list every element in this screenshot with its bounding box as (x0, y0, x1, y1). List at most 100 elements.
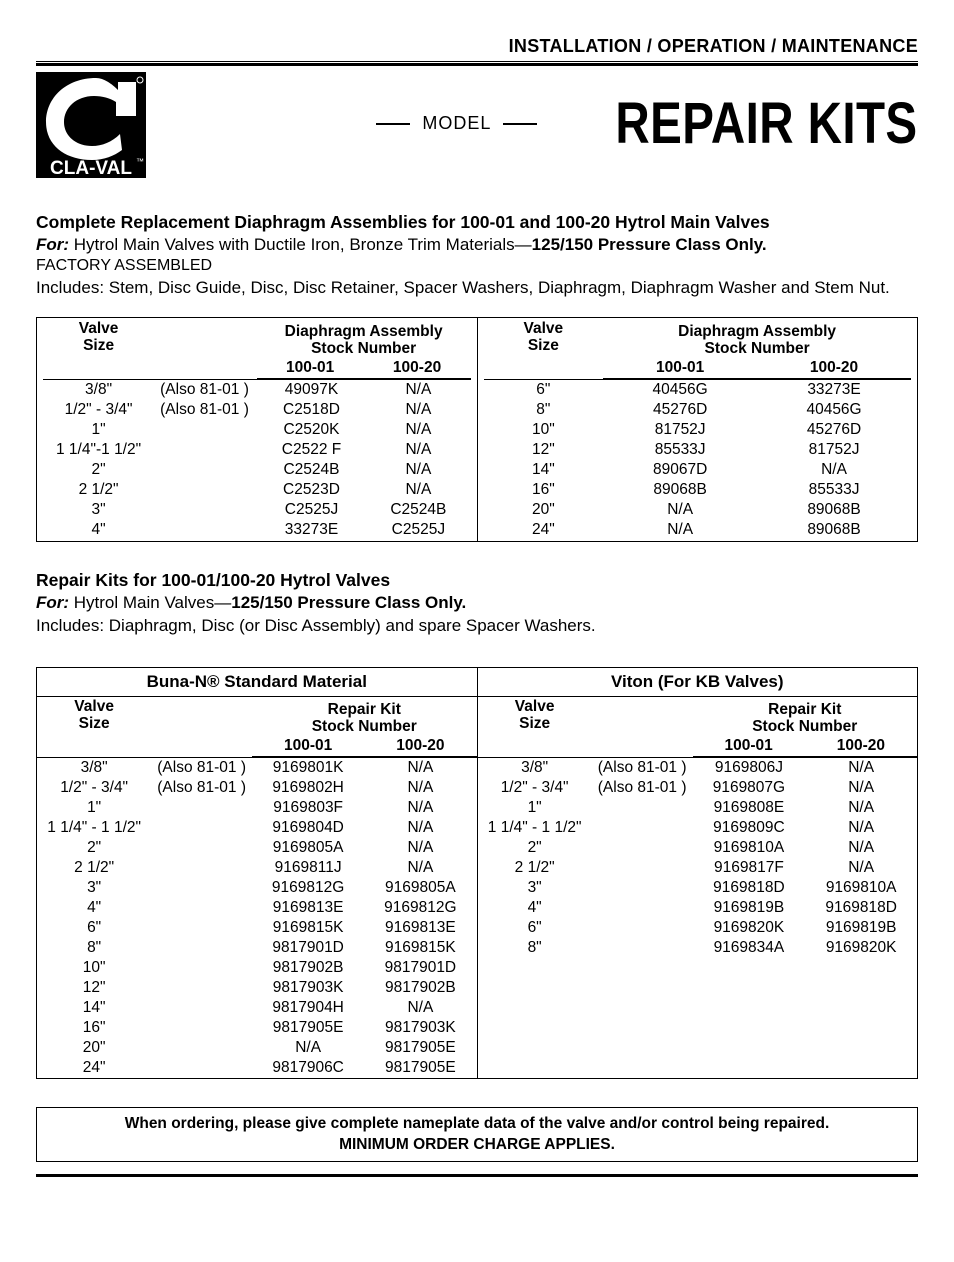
cell-100-01: N/A (252, 1038, 364, 1058)
cell-valve-size: 1/2" - 3/4" (37, 778, 151, 798)
cell-valve-size: 1/2" - 3/4" (43, 400, 154, 420)
cell-valve-size: 16" (484, 480, 604, 500)
col-kit: Repair KitStock Number (252, 697, 477, 736)
cell-100-20: 89068B (757, 500, 911, 520)
cell-note (151, 818, 252, 838)
section2-title: Repair Kits for 100-01/100-20 Hytrol Val… (36, 570, 918, 591)
cell-valve-size: 20" (37, 1038, 151, 1058)
cell-100-20: N/A (366, 460, 470, 480)
cell-100-01: 9817903K (252, 978, 364, 998)
cell-valve-size: 3/8" (43, 379, 154, 400)
table-row: 3/8"(Also 81-01 )9169801KN/A (37, 757, 477, 778)
cell-note (151, 858, 252, 878)
cell-100-01: 9169808E (693, 798, 806, 818)
cell-100-01: 9169803F (252, 798, 364, 818)
cell-valve-size: 4" (43, 520, 154, 540)
table-row: 1 1/4"-1 1/2"C2522 FN/A (43, 440, 471, 460)
cell-100-01: N/A (603, 520, 757, 540)
cell-100-20: 40456G (757, 400, 911, 420)
cell-100-20: 9817901D (364, 958, 476, 978)
table-row-empty (478, 1058, 918, 1078)
cell-note (151, 958, 252, 978)
cell-valve-size: 8" (37, 938, 151, 958)
for-label: For: (36, 593, 69, 612)
cell-note (151, 1058, 252, 1078)
cell-valve-size: 3" (478, 878, 592, 898)
cell-100-20: N/A (805, 858, 917, 878)
cell-valve-size: 1 1/4"-1 1/2" (43, 440, 154, 460)
col-valve-size: ValveSize (478, 697, 592, 757)
cell-100-01: 49097K (257, 379, 367, 400)
cell-100-20: N/A (366, 480, 470, 500)
cell-100-20: 45276D (757, 420, 911, 440)
cell-100-20: N/A (366, 379, 470, 400)
table-row: 1"9169803FN/A (37, 798, 477, 818)
cell-100-01: 9169811J (252, 858, 364, 878)
cell-note (154, 500, 257, 520)
table-row-empty (478, 1038, 918, 1058)
cell-100-01: 9169806J (693, 757, 806, 778)
cell-100-01: 33273E (257, 520, 367, 540)
cell-100-20: N/A (364, 778, 476, 798)
table-row: 4"9169813E9169812G (37, 898, 477, 918)
cell-valve-size: 10" (37, 958, 151, 978)
bottom-rule (36, 1174, 918, 1177)
main-title: REPAIR KITS (616, 90, 918, 157)
cell-100-20: 9169818D (805, 898, 917, 918)
col-valve-size: ValveSize (43, 319, 154, 379)
table-row: 3/8"(Also 81-01 )49097KN/A (43, 379, 471, 400)
cell-100-20: 9817902B (364, 978, 476, 998)
cell-100-20: N/A (364, 838, 476, 858)
cell-note (151, 978, 252, 998)
cell-valve-size: 3/8" (37, 757, 151, 778)
cell-note (592, 798, 693, 818)
cell-100-20: N/A (364, 818, 476, 838)
cell-valve-size: 4" (478, 898, 592, 918)
for-suffix: 125/150 Pressure Class Only. (231, 593, 466, 612)
cell-note (151, 1038, 252, 1058)
cell-100-01: C2523D (257, 480, 367, 500)
table-row: 10"81752J45276D (484, 420, 912, 440)
buna-n-heading: Buna-N® Standard Material (37, 668, 477, 697)
cell-note: (Also 81-01 ) (154, 400, 257, 420)
cell-100-20: N/A (757, 460, 911, 480)
cell-100-01: 9817906C (252, 1058, 364, 1078)
cell-valve-size: 4" (37, 898, 151, 918)
table-row: 4"9169819B9169818D (478, 898, 918, 918)
table-row: 2"C2524BN/A (43, 460, 471, 480)
table-row: 2 1/2"9169811JN/A (37, 858, 477, 878)
cell-valve-size: 20" (484, 500, 604, 520)
table-row-empty (478, 958, 918, 978)
cell-100-20: 9169815K (364, 938, 476, 958)
cell-100-01: 40456G (603, 379, 757, 400)
table-row: 14"89067DN/A (484, 460, 912, 480)
table-row: 3"C2525JC2524B (43, 500, 471, 520)
table-row: 8"45276D40456G (484, 400, 912, 420)
table-row: 14"9817904HN/A (37, 998, 477, 1018)
cell-valve-size: 3/8" (478, 757, 592, 778)
cell-valve-size: 1/2" - 3/4" (478, 778, 592, 798)
table-row: 8"9169834A9169820K (478, 938, 918, 958)
table-row-empty (478, 978, 918, 998)
cell-valve-size: 2 1/2" (43, 480, 154, 500)
cell-valve-size: 16" (37, 1018, 151, 1038)
cell-100-20: N/A (805, 798, 917, 818)
cell-100-01: 9169805A (252, 838, 364, 858)
cell-100-01: 9169817F (693, 858, 806, 878)
col-100-01: 100-01 (252, 736, 364, 757)
cell-100-01: 9817904H (252, 998, 364, 1018)
cell-100-01: 9169804D (252, 818, 364, 838)
cell-note (592, 818, 693, 838)
cell-100-01: C2524B (257, 460, 367, 480)
cell-note: (Also 81-01 ) (151, 757, 252, 778)
cell-valve-size: 2" (478, 838, 592, 858)
cell-note (592, 918, 693, 938)
col-100-20: 100-20 (805, 736, 917, 757)
table-row: 12"85533J81752J (484, 440, 912, 460)
table-row: 24"N/A89068B (484, 520, 912, 540)
cell-note: (Also 81-01 ) (592, 757, 693, 778)
table-row: 1"9169808EN/A (478, 798, 918, 818)
table-row: 4"33273EC2525J (43, 520, 471, 540)
for-text: Hytrol Main Valves— (69, 593, 231, 612)
col-100-20: 100-20 (757, 358, 911, 379)
